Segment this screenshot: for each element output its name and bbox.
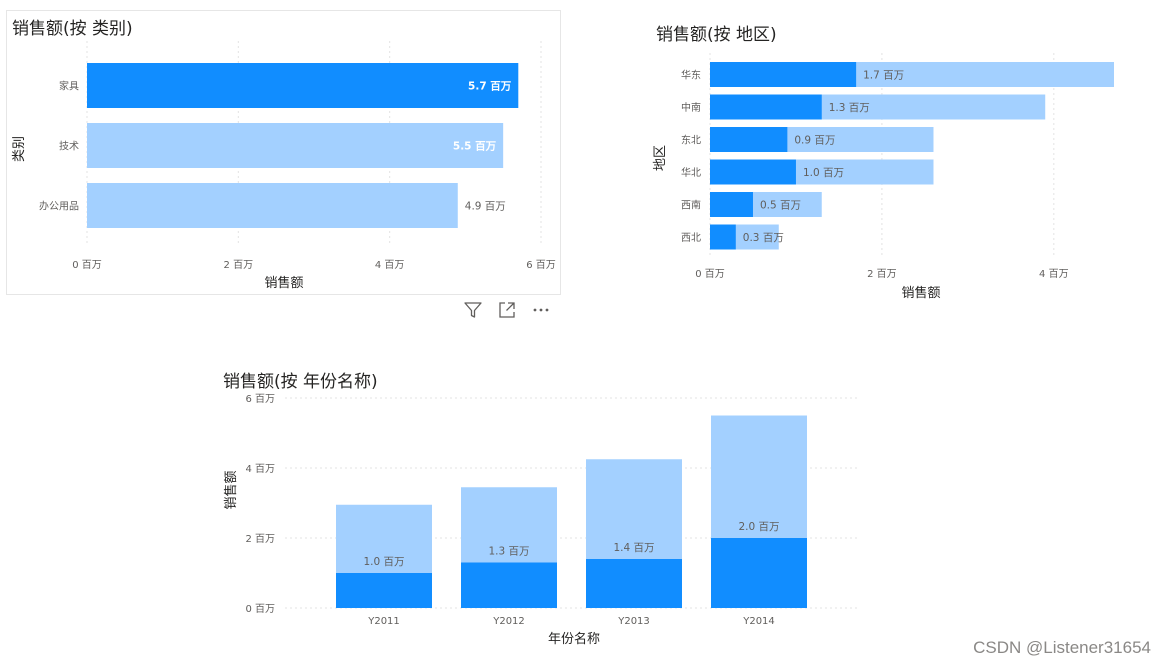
y-tick-label: 2 百万	[245, 533, 275, 545]
bar-highlight	[336, 573, 432, 608]
x-tick-label: 6 百万	[526, 259, 556, 271]
y-tick-label: 家具	[59, 80, 79, 93]
y-axis-title: 销售额	[223, 470, 239, 509]
data-label: 0.3 百万	[743, 232, 784, 244]
visual-sales-by-region[interactable]: 销售额(按 地区) 0 百万 2 百万 4 百万 华东 1.7 百万中南 1.3 百万东北…	[650, 15, 1120, 315]
watermark: CSDN @Listener31654	[973, 638, 1151, 657]
x-tick-label: Y2011	[367, 616, 400, 627]
data-label: 1.4 百万	[613, 542, 654, 554]
x-tick-label: 0 百万	[72, 259, 102, 271]
data-label: 0.5 百万	[760, 200, 801, 212]
bar-highlight	[586, 559, 682, 608]
bar-highlight	[710, 224, 736, 250]
visual-header-icons	[462, 299, 552, 321]
x-axis-title: 销售额	[264, 275, 303, 291]
x-tick-label: 4 百万	[375, 259, 405, 271]
data-label: 0.9 百万	[794, 135, 835, 147]
visual-sales-by-year[interactable]: 销售额(按 年份名称) 0 百万 2 百万 4 百万 6 百万 1.0 百万 Y2011 1…	[215, 360, 875, 660]
bar-highlight	[710, 62, 857, 87]
x-axis-title: 年份名称	[548, 631, 600, 647]
data-label: 1.3 百万	[829, 102, 870, 114]
bar	[87, 183, 458, 228]
y-tick-label: 办公用品	[39, 200, 79, 213]
y-axis-title: 类别	[12, 136, 27, 162]
bar	[87, 123, 504, 168]
x-tick-label: 2 百万	[224, 259, 254, 271]
bar-highlight	[710, 159, 796, 185]
data-label: 1.7 百万	[863, 70, 904, 82]
y-tick-label: 华东	[681, 69, 701, 82]
bar-highlight	[461, 562, 557, 608]
data-label: 1.3 百万	[488, 546, 529, 558]
y-tick-label: 西南	[681, 199, 701, 212]
x-tick-label: 2 百万	[867, 268, 897, 280]
more-options-icon[interactable]	[530, 299, 552, 321]
x-tick-label: Y2014	[742, 616, 775, 627]
data-label: 5.7 百万	[468, 81, 512, 93]
chart-title: 销售额(按 类别)	[12, 19, 133, 39]
y-tick-label: 技术	[59, 140, 79, 153]
x-tick-label: Y2013	[617, 616, 650, 627]
data-label: 5.5 百万	[453, 141, 497, 153]
y-tick-label: 东北	[681, 134, 701, 147]
data-label: 1.0 百万	[363, 556, 404, 568]
chart-title: 销售额(按 地区)	[656, 25, 777, 45]
y-axis-title: 地区	[653, 145, 668, 171]
y-tick-label: 华北	[681, 166, 701, 179]
x-tick-label: 4 百万	[1039, 268, 1069, 280]
bar	[87, 63, 519, 108]
filter-icon[interactable]	[462, 299, 484, 321]
bar-highlight	[710, 94, 822, 120]
y-tick-label: 0 百万	[245, 603, 275, 615]
bar-highlight	[710, 192, 753, 217]
chart-title: 销售额(按 年份名称)	[223, 372, 378, 392]
bar-highlight	[711, 538, 807, 608]
y-tick-label: 西北	[681, 232, 701, 244]
focus-mode-icon[interactable]	[496, 299, 518, 321]
visual-sales-by-category[interactable]: 销售额(按 类别) 0 百万 2 百万 4 百万 6 百万 家具 5.7 百万技术 5.5 …	[6, 10, 561, 295]
x-tick-label: Y2012	[492, 616, 525, 627]
y-tick-label: 4 百万	[245, 463, 275, 475]
data-label: 4.9 百万	[465, 201, 506, 213]
x-axis-title: 销售额	[901, 285, 940, 301]
y-tick-label: 中南	[681, 101, 701, 114]
data-label: 1.0 百万	[803, 167, 844, 179]
chart-year-svg: 0 百万 2 百万 4 百万 6 百万 1.0 百万 Y2011 1.3 百万 Y2012 1.…	[223, 393, 860, 647]
y-tick-label: 6 百万	[245, 393, 275, 405]
bar-highlight	[710, 127, 788, 152]
data-label: 2.0 百万	[738, 521, 779, 533]
x-tick-label: 0 百万	[695, 268, 725, 280]
